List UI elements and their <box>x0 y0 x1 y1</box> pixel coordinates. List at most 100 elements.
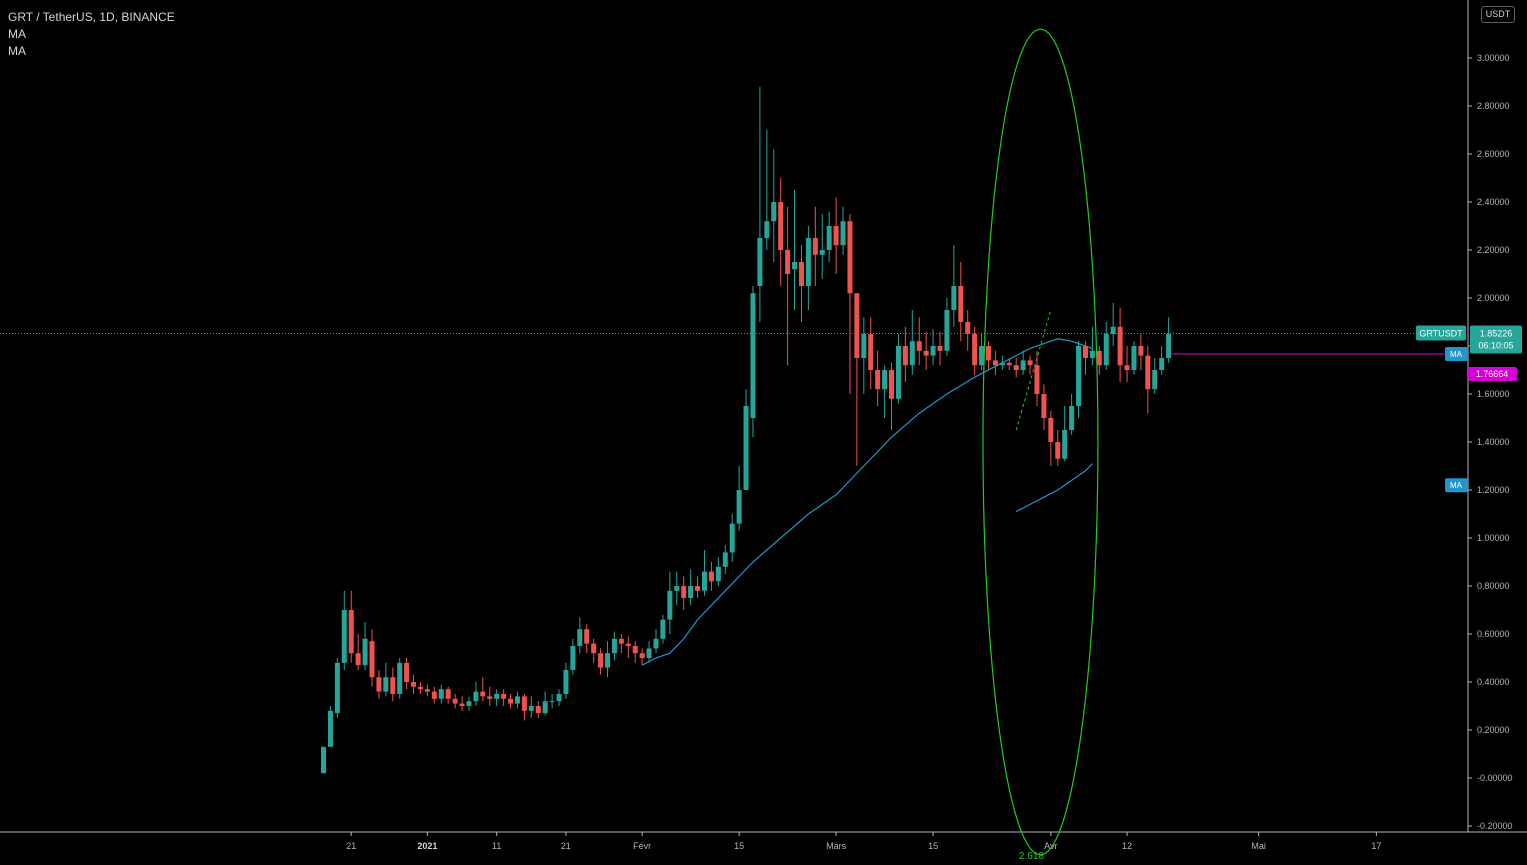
candle-body <box>798 262 804 286</box>
candle-body <box>875 370 881 390</box>
candle-body <box>501 694 507 699</box>
candle <box>1041 384 1047 430</box>
candle-body <box>1069 406 1075 430</box>
legend-symbol[interactable]: GRT / TetherUS, 1D, BINANCE <box>8 10 175 24</box>
candle <box>875 350 881 406</box>
candle <box>1096 346 1102 375</box>
candle-body <box>757 238 763 286</box>
candle-body <box>1131 346 1137 370</box>
candle-body <box>868 334 874 370</box>
legend-ma-2[interactable]: MA <box>8 44 26 58</box>
candle-body <box>570 646 576 670</box>
ma-slow-tag-label: MA <box>1450 481 1463 490</box>
candle-body <box>916 341 922 351</box>
candle <box>854 293 860 466</box>
candle <box>778 178 784 286</box>
candle-body <box>854 293 860 358</box>
candle-body <box>563 670 569 694</box>
candle-body <box>1076 346 1082 406</box>
candle <box>889 362 895 430</box>
candle <box>452 694 458 709</box>
candle <box>1062 406 1068 462</box>
candle <box>611 631 617 661</box>
candle <box>944 298 950 356</box>
candle <box>556 689 562 706</box>
y-tick-label: 2.80000 <box>1477 101 1510 111</box>
candle-body <box>466 701 472 706</box>
candle <box>334 658 340 718</box>
candle-body <box>930 346 936 356</box>
x-tick-label: Mars <box>826 841 846 851</box>
candle <box>598 648 604 675</box>
candle <box>528 696 534 718</box>
y-tick-label: 3.00000 <box>1477 53 1510 63</box>
candle-body <box>618 638 624 644</box>
candle-body <box>778 202 784 250</box>
legend-ma-1[interactable]: MA <box>8 27 26 41</box>
price-tag-countdown: 06:10:05 <box>1478 340 1513 350</box>
candle-body <box>1159 358 1165 370</box>
currency-button[interactable]: USDT <box>1481 6 1515 23</box>
candle <box>584 624 590 654</box>
candle <box>1089 326 1095 366</box>
candle-body <box>743 406 749 490</box>
candle-body <box>805 238 811 286</box>
price-tag-symbol: GRTUSDT <box>1419 328 1463 338</box>
candle <box>785 206 791 366</box>
candle <box>376 670 382 699</box>
y-tick-label: 0.20000 <box>1477 725 1510 735</box>
candle-body <box>452 698 458 704</box>
y-tick-label: 0.40000 <box>1477 677 1510 687</box>
candle <box>972 326 978 375</box>
y-tick-label: 1.40000 <box>1477 437 1510 447</box>
candle-body <box>1166 334 1172 358</box>
candle <box>951 245 957 327</box>
candle <box>1117 307 1123 382</box>
candle <box>826 211 832 262</box>
candle <box>570 638 576 675</box>
candle-body <box>411 682 417 687</box>
candle <box>480 677 486 702</box>
candle-body <box>480 691 486 697</box>
candle-body <box>1152 370 1158 390</box>
candle <box>501 689 507 706</box>
candle-body <box>1110 326 1116 334</box>
y-tick-label: 0.80000 <box>1477 581 1510 591</box>
candle-body <box>681 586 687 598</box>
candle-body <box>584 629 590 644</box>
candle-body <box>882 370 888 390</box>
candle <box>958 262 964 342</box>
candle-body <box>653 638 659 649</box>
candle <box>445 686 451 704</box>
candle-body <box>861 334 867 358</box>
candle <box>701 550 707 596</box>
candle-body <box>722 552 728 567</box>
candle <box>743 389 749 490</box>
candle <box>639 648 645 666</box>
candle-body <box>999 362 1005 366</box>
x-tick-label: 17 <box>1371 841 1381 851</box>
candle-body <box>895 346 901 399</box>
candle <box>979 334 985 370</box>
candle-body <box>508 698 514 704</box>
candle <box>1138 334 1144 370</box>
candle <box>1152 358 1158 394</box>
candle-body <box>639 653 645 658</box>
candle-body <box>321 746 326 774</box>
candle-body <box>611 638 617 654</box>
candle-body <box>902 346 908 366</box>
y-tick-label: 2.20000 <box>1477 245 1510 255</box>
candle <box>695 576 701 598</box>
candle <box>757 86 763 322</box>
candle-body <box>473 691 479 702</box>
candle <box>1055 430 1061 466</box>
candle-body <box>847 221 853 294</box>
candle <box>327 706 333 747</box>
candle-body <box>494 694 500 699</box>
candle <box>715 557 721 586</box>
highlight-ellipse[interactable] <box>982 28 1099 856</box>
candle <box>1082 341 1088 375</box>
candle-body <box>889 370 895 399</box>
